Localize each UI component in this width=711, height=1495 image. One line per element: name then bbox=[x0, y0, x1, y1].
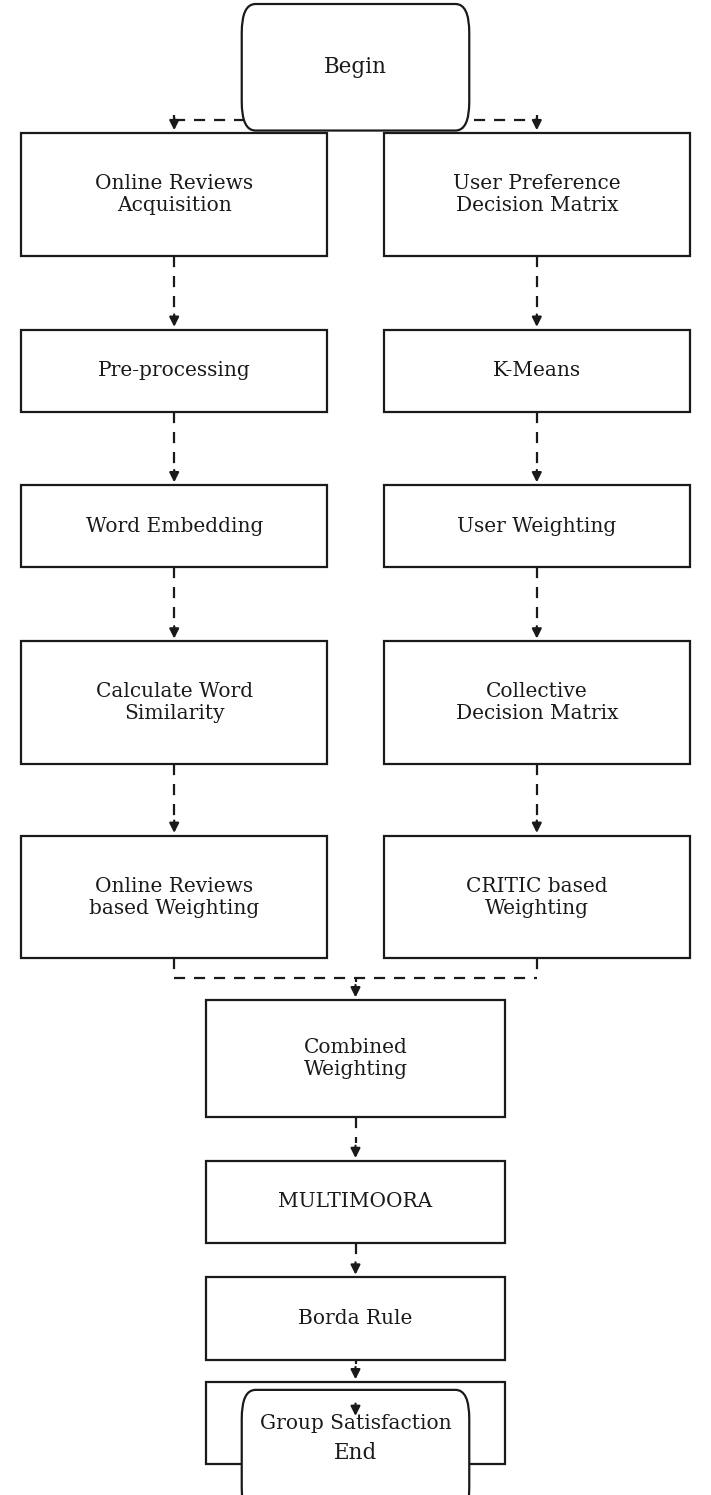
Bar bbox=[21, 836, 327, 958]
Bar bbox=[384, 484, 690, 568]
Bar bbox=[206, 1277, 505, 1360]
Text: Group Satisfaction: Group Satisfaction bbox=[260, 1414, 451, 1432]
FancyBboxPatch shape bbox=[242, 1390, 469, 1495]
Text: MULTIMOORA: MULTIMOORA bbox=[279, 1193, 432, 1211]
Text: Online Reviews
based Weighting: Online Reviews based Weighting bbox=[89, 876, 260, 918]
Bar bbox=[384, 836, 690, 958]
Bar bbox=[384, 329, 690, 411]
Bar bbox=[206, 1381, 505, 1465]
Bar bbox=[21, 133, 327, 256]
Text: End: End bbox=[334, 1443, 377, 1464]
Bar bbox=[21, 329, 327, 411]
Text: Word Embedding: Word Embedding bbox=[85, 517, 263, 535]
Bar bbox=[21, 641, 327, 764]
Text: Borda Rule: Borda Rule bbox=[299, 1310, 412, 1328]
Bar bbox=[206, 1000, 505, 1117]
Bar bbox=[384, 133, 690, 256]
Text: K-Means: K-Means bbox=[493, 362, 581, 380]
Text: Calculate Word
Similarity: Calculate Word Similarity bbox=[96, 682, 252, 724]
Text: User Weighting: User Weighting bbox=[457, 517, 616, 535]
Text: CRITIC based
Weighting: CRITIC based Weighting bbox=[466, 876, 608, 918]
Text: Begin: Begin bbox=[324, 57, 387, 78]
Bar bbox=[206, 1160, 505, 1244]
Text: Online Reviews
Acquisition: Online Reviews Acquisition bbox=[95, 173, 253, 215]
Text: Collective
Decision Matrix: Collective Decision Matrix bbox=[456, 682, 618, 724]
Bar bbox=[21, 484, 327, 568]
FancyBboxPatch shape bbox=[242, 4, 469, 130]
Text: Combined
Weighting: Combined Weighting bbox=[304, 1038, 407, 1079]
Bar bbox=[384, 641, 690, 764]
Text: User Preference
Decision Matrix: User Preference Decision Matrix bbox=[453, 173, 621, 215]
Text: Pre-processing: Pre-processing bbox=[98, 362, 250, 380]
